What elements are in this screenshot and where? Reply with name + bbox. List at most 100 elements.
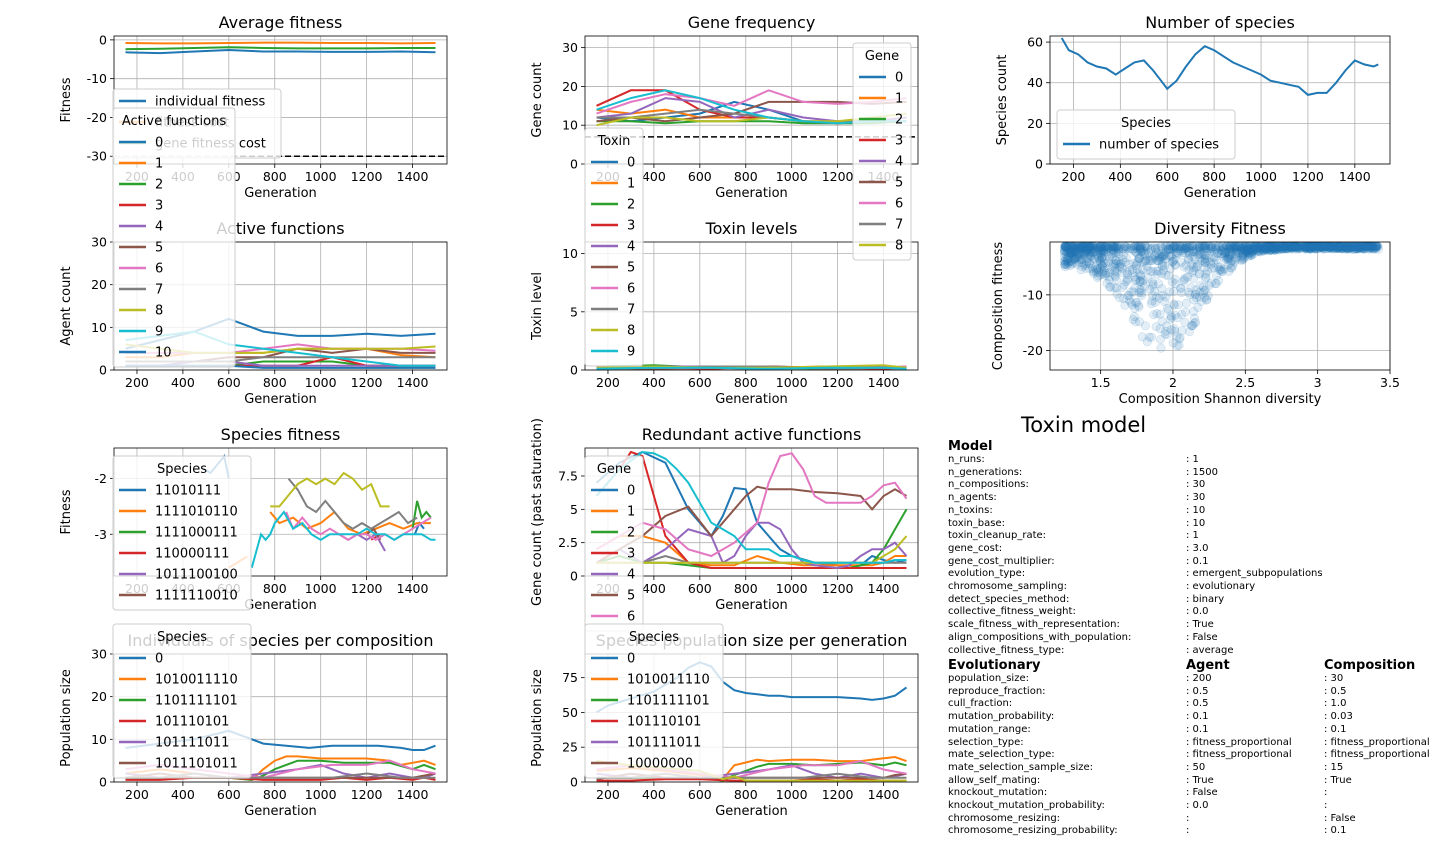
scatter-point: [1173, 300, 1183, 310]
scatter-point: [1079, 260, 1089, 269]
scatter-point: [1332, 243, 1342, 253]
scatter-point: [1365, 242, 1375, 251]
legend-label: 101110101: [627, 715, 701, 730]
scatter-point: [1356, 242, 1366, 252]
scatter-point: [1067, 245, 1077, 255]
scatter-point: [1357, 243, 1367, 253]
param-cell: gene_cost:: [948, 542, 1003, 554]
scatter-point: [1290, 242, 1300, 251]
scatter-point: [1168, 256, 1178, 266]
scatter-point: [1293, 242, 1303, 252]
legend-gene_freq: Gene 0 1 2 3 4 5 6 7 8: [852, 42, 912, 261]
scatter-point: [1310, 244, 1320, 254]
scatter-point: [1180, 244, 1190, 254]
scatter-point: [1184, 255, 1194, 265]
scatter-point: [1180, 318, 1190, 327]
scatter-point: [1061, 242, 1071, 252]
scatter-point: [1128, 264, 1138, 274]
scatter-point: [1267, 242, 1277, 251]
scatter-point: [1168, 242, 1178, 251]
scatter-point: [1077, 242, 1087, 251]
chart-title: Species fitness: [221, 425, 341, 444]
scatter-point: [1155, 251, 1165, 261]
scatter-point: [1249, 242, 1259, 251]
x-tick-label: 1400: [397, 375, 429, 390]
scatter-point: [1060, 242, 1070, 251]
x-tick-label: 800: [734, 375, 758, 390]
x-tick-label: 1200: [351, 787, 383, 802]
scatter-point: [1225, 250, 1234, 260]
scatter-point: [1165, 314, 1175, 324]
scatter-point: [1190, 313, 1199, 323]
scatter-point: [1127, 242, 1137, 251]
scatter-point: [1305, 243, 1315, 253]
scatter-point: [1238, 255, 1247, 265]
param-cell: n_agents:: [948, 492, 997, 504]
scatter-point: [1200, 242, 1210, 251]
scatter-point: [1314, 242, 1324, 251]
scatter-point: [1372, 242, 1382, 251]
x-tick-label: 600: [688, 375, 712, 390]
x-axis-label: Generation: [715, 598, 788, 613]
scatter-point: [1080, 250, 1089, 260]
scatter-point: [1254, 242, 1264, 252]
param-cell: gene_cost_multiplier:: [948, 555, 1055, 567]
scatter-point: [1236, 255, 1246, 265]
scatter-point: [1166, 244, 1176, 254]
chart-title: Average fitness: [219, 13, 343, 32]
chart-title: Number of species: [1145, 13, 1295, 32]
scatter-point: [1119, 280, 1129, 290]
scatter-point: [1147, 296, 1157, 306]
scatter-point: [1329, 242, 1338, 251]
scatter-point: [1169, 286, 1179, 296]
scatter-point: [1216, 265, 1226, 275]
scatter-point: [1203, 266, 1213, 276]
scatter-point: [1072, 242, 1082, 252]
scatter-point: [1093, 244, 1103, 254]
scatter-point: [1341, 243, 1351, 253]
scatter-point: [1325, 242, 1334, 252]
param-cell: : 50: [1186, 761, 1206, 773]
scatter-point: [1358, 244, 1368, 254]
scatter-point: [1074, 250, 1083, 260]
scatter-point: [1143, 247, 1153, 257]
scatter-point: [1190, 254, 1200, 264]
scatter-point: [1238, 254, 1248, 264]
scatter-point: [1169, 243, 1179, 253]
param-cell: : binary: [1186, 593, 1225, 605]
x-tick-label: 3.5: [1380, 375, 1400, 390]
param-cell: : True: [1186, 774, 1214, 786]
scatter-point: [1101, 263, 1111, 273]
scatter-point: [1156, 253, 1166, 263]
scatter-point: [1150, 286, 1160, 296]
scatter-point: [1137, 245, 1147, 255]
param-cell: : 10: [1186, 517, 1206, 529]
x-tick-label: 800: [263, 375, 287, 390]
param-cell: : True: [1186, 619, 1214, 631]
scatter-point: [1268, 243, 1278, 253]
scatter-point: [1088, 267, 1098, 277]
scatter-point: [1152, 292, 1161, 302]
x-tick-label: 600: [688, 581, 712, 596]
param-cell: : fitness_proportional: [1324, 749, 1430, 761]
scatter-point: [1158, 257, 1168, 267]
scatter-point: [1062, 247, 1072, 257]
scatter-point: [1074, 249, 1084, 259]
scatter-point: [1262, 242, 1272, 252]
scatter-point: [1310, 244, 1320, 254]
scatter-point: [1120, 242, 1130, 251]
param-cell: cull_fraction:: [948, 698, 1013, 710]
param-cell: n_generations:: [948, 466, 1023, 478]
x-tick-label: 200: [125, 375, 149, 390]
scatter-point: [1265, 245, 1275, 255]
scatter-point: [1206, 259, 1216, 269]
scatter-point: [1078, 242, 1088, 251]
scatter-point: [1128, 244, 1138, 254]
scatter-point: [1223, 254, 1233, 264]
scatter-point: [1265, 243, 1275, 253]
legend-label: 4: [627, 240, 635, 255]
scatter-point: [1149, 310, 1159, 320]
scatter-point: [1352, 243, 1362, 253]
scatter-point: [1173, 249, 1183, 259]
scatter-point: [1259, 245, 1269, 254]
